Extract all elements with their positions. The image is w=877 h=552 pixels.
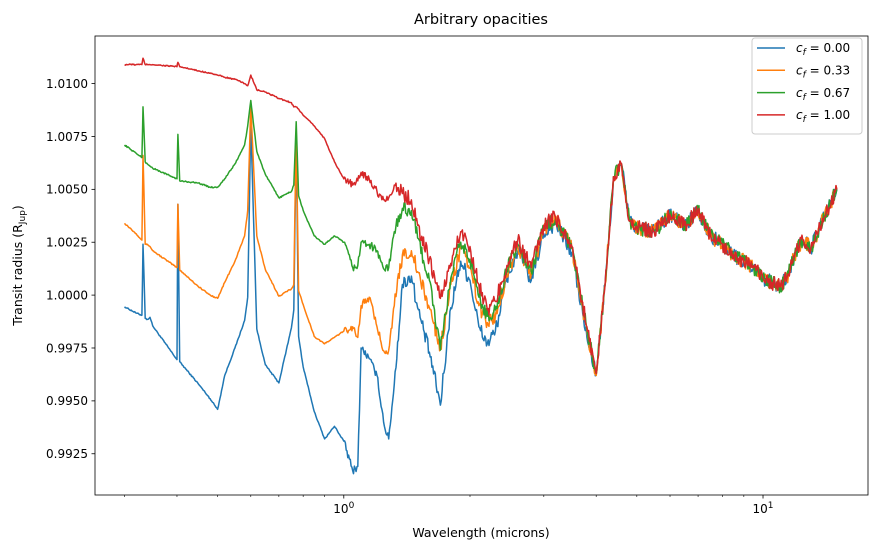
y-tick-label: 0.9925 bbox=[46, 447, 88, 461]
x-axis: 100 101 bbox=[124, 495, 774, 516]
series-line-3 bbox=[124, 57, 838, 375]
plot-frame bbox=[94, 35, 869, 496]
x-tick-label: 100 bbox=[333, 501, 354, 516]
y-axis-label-sub: Jup bbox=[18, 210, 28, 225]
x-tick-label: 101 bbox=[753, 501, 774, 516]
y-tick-label: 1.0025 bbox=[46, 236, 88, 250]
y-axis-label-close: ) bbox=[10, 205, 25, 210]
x-axis-label: Wavelength (microns) bbox=[412, 525, 549, 540]
y-tick-label: 0.9975 bbox=[46, 341, 88, 355]
legend-label: cf = 0.33 bbox=[796, 64, 850, 81]
y-axis: 0.9925 0.9950 0.9975 1.0000 1.0025 1.0050 1.00… bbox=[46, 77, 95, 461]
legend-box bbox=[751, 37, 863, 135]
y-axis-label: Transit radius (RJup) bbox=[10, 205, 28, 327]
y-tick-label: 0.9950 bbox=[46, 394, 88, 408]
legend-label: cf = 1.00 bbox=[796, 108, 850, 125]
legend-label: cf = 0.00 bbox=[796, 41, 850, 58]
series-line-0 bbox=[123, 120, 838, 475]
series-layer bbox=[123, 57, 838, 475]
legend-label: cf = 0.67 bbox=[796, 86, 850, 103]
legend: cf = 0.00 cf = 0.33 cf = 0.67 cf = 1.00 bbox=[751, 37, 863, 135]
y-tick-label: 1.0000 bbox=[46, 288, 88, 302]
y-tick-label: 1.0050 bbox=[46, 183, 88, 197]
y-axis-label-main: Transit radius (R bbox=[10, 224, 25, 327]
y-tick-label: 1.0075 bbox=[46, 130, 88, 144]
y-tick-label: 1.0100 bbox=[46, 77, 88, 91]
chart-title: Arbitrary opacities bbox=[414, 12, 548, 28]
